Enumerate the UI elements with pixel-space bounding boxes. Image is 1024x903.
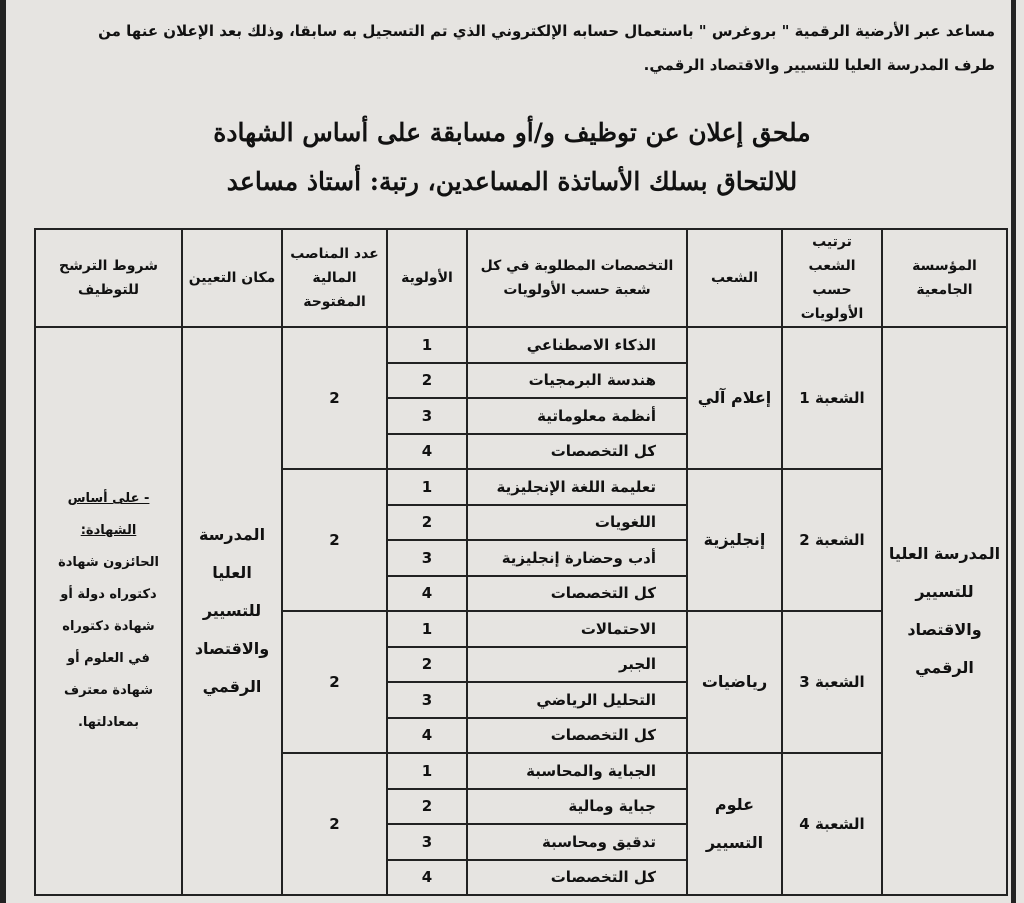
table-row: كل التخصصات 4 — [35, 432, 1007, 470]
branch-rank-cell: الشعبة 4 — [781, 752, 883, 896]
priority-cell: 4 — [386, 574, 468, 612]
conditions-text: الحائزون شهادة دكتوراه دولة أو شهادة دكت… — [58, 555, 159, 730]
page-border-left — [0, 0, 6, 903]
branch-cell: رياضيات — [686, 610, 783, 754]
header-conditions: شروط الترشح للتوظيف — [34, 228, 183, 328]
conditions-cell: - على أساس الشهادة: الحائزون شهادة دكتورا… — [34, 326, 183, 896]
specialty-cell: كل التخصصات — [466, 432, 688, 470]
table-row: جباية ومالية 2 — [35, 787, 1007, 825]
priority-cell: 3 — [386, 823, 468, 861]
branch-cell: إعلام آلي — [686, 326, 783, 470]
specialty-cell: جباية ومالية — [466, 787, 688, 825]
priority-cell: 2 — [386, 503, 468, 541]
table-row: الشعبة 4 علوم التسيير الجباية والمحاسبة 1 2 — [35, 752, 1007, 896]
specialty-cell: التحليل الرياضي — [466, 681, 688, 719]
priority-cell: 3 — [386, 397, 468, 435]
placement-cell: المدرسة العليا للتسيير والاقتصاد الرقمي — [181, 326, 283, 896]
specialty-cell: الجبر — [466, 645, 688, 683]
table-row: الشعبة 2 إنجليزية تعليمة اللغة الإنجليزية 1… — [35, 468, 1007, 612]
priority-cell: 1 — [386, 468, 468, 506]
conditions-heading: - على أساس الشهادة: — [67, 491, 150, 538]
positions-cell: 2 — [281, 326, 388, 470]
positions-cell: 2 — [281, 610, 388, 754]
header-placement: مكان التعيين — [181, 228, 283, 328]
document-subtitle: للالتحاق بسلك الأساتذة المساعدين، رتبة: … — [226, 167, 798, 196]
priority-cell: 2 — [386, 787, 468, 825]
table-row: أدب وحضارة إنجليزية 3 — [35, 539, 1007, 577]
document-title: ملحق إعلان عن توظيف و/أو مسابقة على أساس… — [213, 118, 811, 147]
priority-cell: 3 — [386, 539, 468, 577]
specialty-cell: أدب وحضارة إنجليزية — [466, 539, 688, 577]
specialty-cell: أنظمة معلوماتية — [466, 397, 688, 435]
header-institution: المؤسسة الجامعية — [881, 228, 1008, 328]
branch-rank-cell: الشعبة 1 — [781, 326, 883, 470]
priority-cell: 3 — [386, 681, 468, 719]
branch-cell: إنجليزية — [686, 468, 783, 612]
branch-rank-cell: الشعبة 3 — [781, 610, 883, 754]
table-header-row: المؤسسة الجامعية ترتيب الشعب حسب الأولوي… — [34, 228, 1008, 328]
table-row: أنظمة معلوماتية 3 — [35, 397, 1007, 435]
branch-rank-cell: الشعبة 2 — [781, 468, 883, 612]
intro-line-1: مساعد عبر الأرضية الرقمية " بروغرس " باس… — [98, 22, 995, 40]
institution-cell: المدرسة العليا للتسيير والاقتصاد الرقمي — [881, 326, 1008, 896]
positions-table: المؤسسة الجامعية ترتيب الشعب حسب الأولوي… — [34, 228, 1008, 896]
header-branch: الشعب — [686, 228, 783, 328]
header-priority: الأولوية — [386, 228, 468, 328]
priority-cell: 4 — [386, 432, 468, 470]
specialty-cell: كل التخصصات — [466, 716, 688, 754]
priority-cell: 1 — [386, 326, 468, 364]
specialty-cell: هندسة البرمجيات — [466, 361, 688, 399]
table-row: تدقيق ومحاسبة 3 — [35, 823, 1007, 861]
table-row: الجبر 2 — [35, 645, 1007, 683]
priority-cell: 1 — [386, 610, 468, 648]
table-row: اللغويات 2 — [35, 503, 1007, 541]
priority-cell: 1 — [386, 752, 468, 790]
intro-line-2: طرف المدرسة العليا للتسيير والاقتصاد الر… — [643, 56, 995, 74]
header-positions: عدد المناصب المالية المفتوحة — [281, 228, 388, 328]
specialty-cell: كل التخصصات — [466, 858, 688, 896]
table-row: كل التخصصات 4 — [35, 716, 1007, 754]
specialty-cell: الجباية والمحاسبة — [466, 752, 688, 790]
specialty-cell: تدقيق ومحاسبة — [466, 823, 688, 861]
priority-cell: 2 — [386, 645, 468, 683]
specialty-cell: كل التخصصات — [466, 574, 688, 612]
intro-paragraph: مساعد عبر الأرضية الرقمية " بروغرس " باس… — [20, 14, 995, 82]
priority-cell: 4 — [386, 716, 468, 754]
positions-cell: 2 — [281, 468, 388, 612]
table-row: المدرسة العليا للتسيير والاقتصاد الرقمي ا… — [34, 326, 1008, 896]
header-branch-rank: ترتيب الشعب حسب الأولويات — [781, 228, 883, 328]
table-row: كل التخصصات 4 — [35, 574, 1007, 612]
specialty-cell: الذكاء الاصطناعي — [466, 326, 688, 364]
branch-cell: علوم التسيير — [686, 752, 783, 896]
specialty-cell: اللغويات — [466, 503, 688, 541]
specialty-cell: الاحتمالات — [466, 610, 688, 648]
table-row: كل التخصصات 4 — [35, 858, 1007, 896]
table-row: هندسة البرمجيات 2 — [35, 361, 1007, 399]
table-row: التحليل الرياضي 3 — [35, 681, 1007, 719]
priority-cell: 2 — [386, 361, 468, 399]
table-row: الشعبة 3 رياضيات الاحتمالات 1 2 — [35, 610, 1007, 754]
positions-cell: 2 — [281, 752, 388, 896]
specialty-cell: تعليمة اللغة الإنجليزية — [466, 468, 688, 506]
header-specialties: التخصصات المطلوبة في كل شعبة حسب الأولوي… — [466, 228, 688, 328]
priority-cell: 4 — [386, 858, 468, 896]
page-border-right — [1011, 0, 1016, 903]
